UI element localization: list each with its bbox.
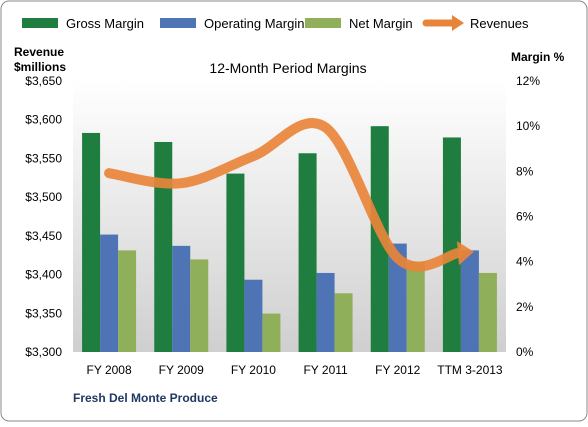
revenue-point — [180, 182, 182, 184]
category-label: TTM 3-2013 — [437, 363, 503, 377]
revenue-point — [325, 126, 327, 128]
right-tick-label: 0% — [516, 345, 534, 359]
left-tick-label: $3,550 — [25, 151, 62, 165]
bar-gross-margin — [154, 141, 173, 352]
bar-operating-margin — [100, 234, 119, 352]
left-tick-label: $3,400 — [25, 268, 62, 282]
revenue-point — [469, 251, 471, 253]
right-tick-label: 8% — [516, 164, 534, 178]
bar-operating-margin — [172, 245, 191, 352]
left-tick-label: $3,500 — [25, 190, 62, 204]
revenue-point — [397, 257, 399, 259]
right-tick-label: 12% — [516, 74, 540, 88]
chart-title: 12-Month Period Margins — [209, 60, 366, 76]
left-tick-label: $3,350 — [25, 306, 62, 320]
bar-gross-margin — [226, 173, 245, 352]
legend-label: Revenues — [470, 16, 529, 31]
category-label: FY 2008 — [87, 363, 132, 377]
category-label: FY 2012 — [375, 363, 420, 377]
bar-operating-margin — [460, 250, 479, 352]
revenue-point — [108, 172, 110, 174]
bar-series — [82, 126, 497, 353]
left-tick-label: $3,300 — [25, 345, 62, 359]
legend-swatch — [22, 18, 58, 28]
legend-label: Operating Margin — [204, 16, 304, 31]
left-tick-label: $3,450 — [25, 229, 62, 243]
category-labels: FY 2008 FY 2009 FY 2010 FY 2011 FY 2012 TTM 3… — [87, 363, 503, 377]
bar-gross-margin — [298, 153, 317, 352]
company-name: Fresh Del Monte Produce — [73, 391, 218, 405]
right-axis-title: Margin % — [511, 50, 565, 64]
category-label: FY 2009 — [159, 363, 204, 377]
left-tick-label: $3,600 — [25, 113, 62, 127]
bar-net-margin — [190, 259, 209, 352]
legend: Gross Margin Operating Margin Net Margin Re… — [22, 15, 529, 31]
right-axis-ticks: 12% 10% 8% 6% 4% 2% 0% — [516, 74, 540, 359]
revenue-arrow-head — [456, 241, 474, 266]
legend-label: Net Margin — [349, 16, 413, 31]
bar-net-margin — [118, 250, 137, 352]
category-label: FY 2010 — [231, 363, 276, 377]
legend-label: Gross Margin — [66, 16, 144, 31]
bar-gross-margin — [82, 132, 101, 352]
right-tick-label: 6% — [516, 210, 534, 224]
bar-operating-margin — [388, 243, 407, 352]
category-label: FY 2011 — [303, 363, 348, 377]
right-tick-label: 4% — [516, 255, 534, 269]
bar-net-margin — [334, 293, 353, 352]
bar-net-margin — [478, 272, 497, 352]
left-tick-label: $3,650 — [25, 74, 62, 88]
left-axis-ticks: $3,650 $3,600 $3,550 $3,500 $3,450 $3,400 $3,3… — [25, 74, 62, 359]
bar-net-margin — [406, 261, 425, 352]
bar-net-margin — [262, 313, 281, 352]
plot-area — [73, 81, 506, 352]
bar-operating-margin — [316, 272, 335, 352]
legend-item-operating-margin: Operating Margin — [160, 16, 304, 31]
bar-gross-margin — [442, 137, 461, 352]
left-axis-title-line1: Revenue — [14, 45, 64, 59]
revenue-point — [252, 155, 254, 157]
right-tick-label: 10% — [516, 119, 540, 133]
legend-swatch — [160, 18, 196, 28]
bar-operating-margin — [244, 279, 263, 352]
legend-swatch — [305, 18, 341, 28]
left-axis-title-line2: $millions — [14, 60, 66, 74]
legend-item-revenues: Revenues — [422, 15, 529, 31]
right-tick-label: 2% — [516, 300, 534, 314]
revenue-line — [104, 118, 474, 272]
legend-item-gross-margin: Gross Margin — [22, 16, 144, 31]
legend-item-net-margin: Net Margin — [305, 16, 413, 31]
legend-swatch-arrow — [452, 15, 464, 31]
